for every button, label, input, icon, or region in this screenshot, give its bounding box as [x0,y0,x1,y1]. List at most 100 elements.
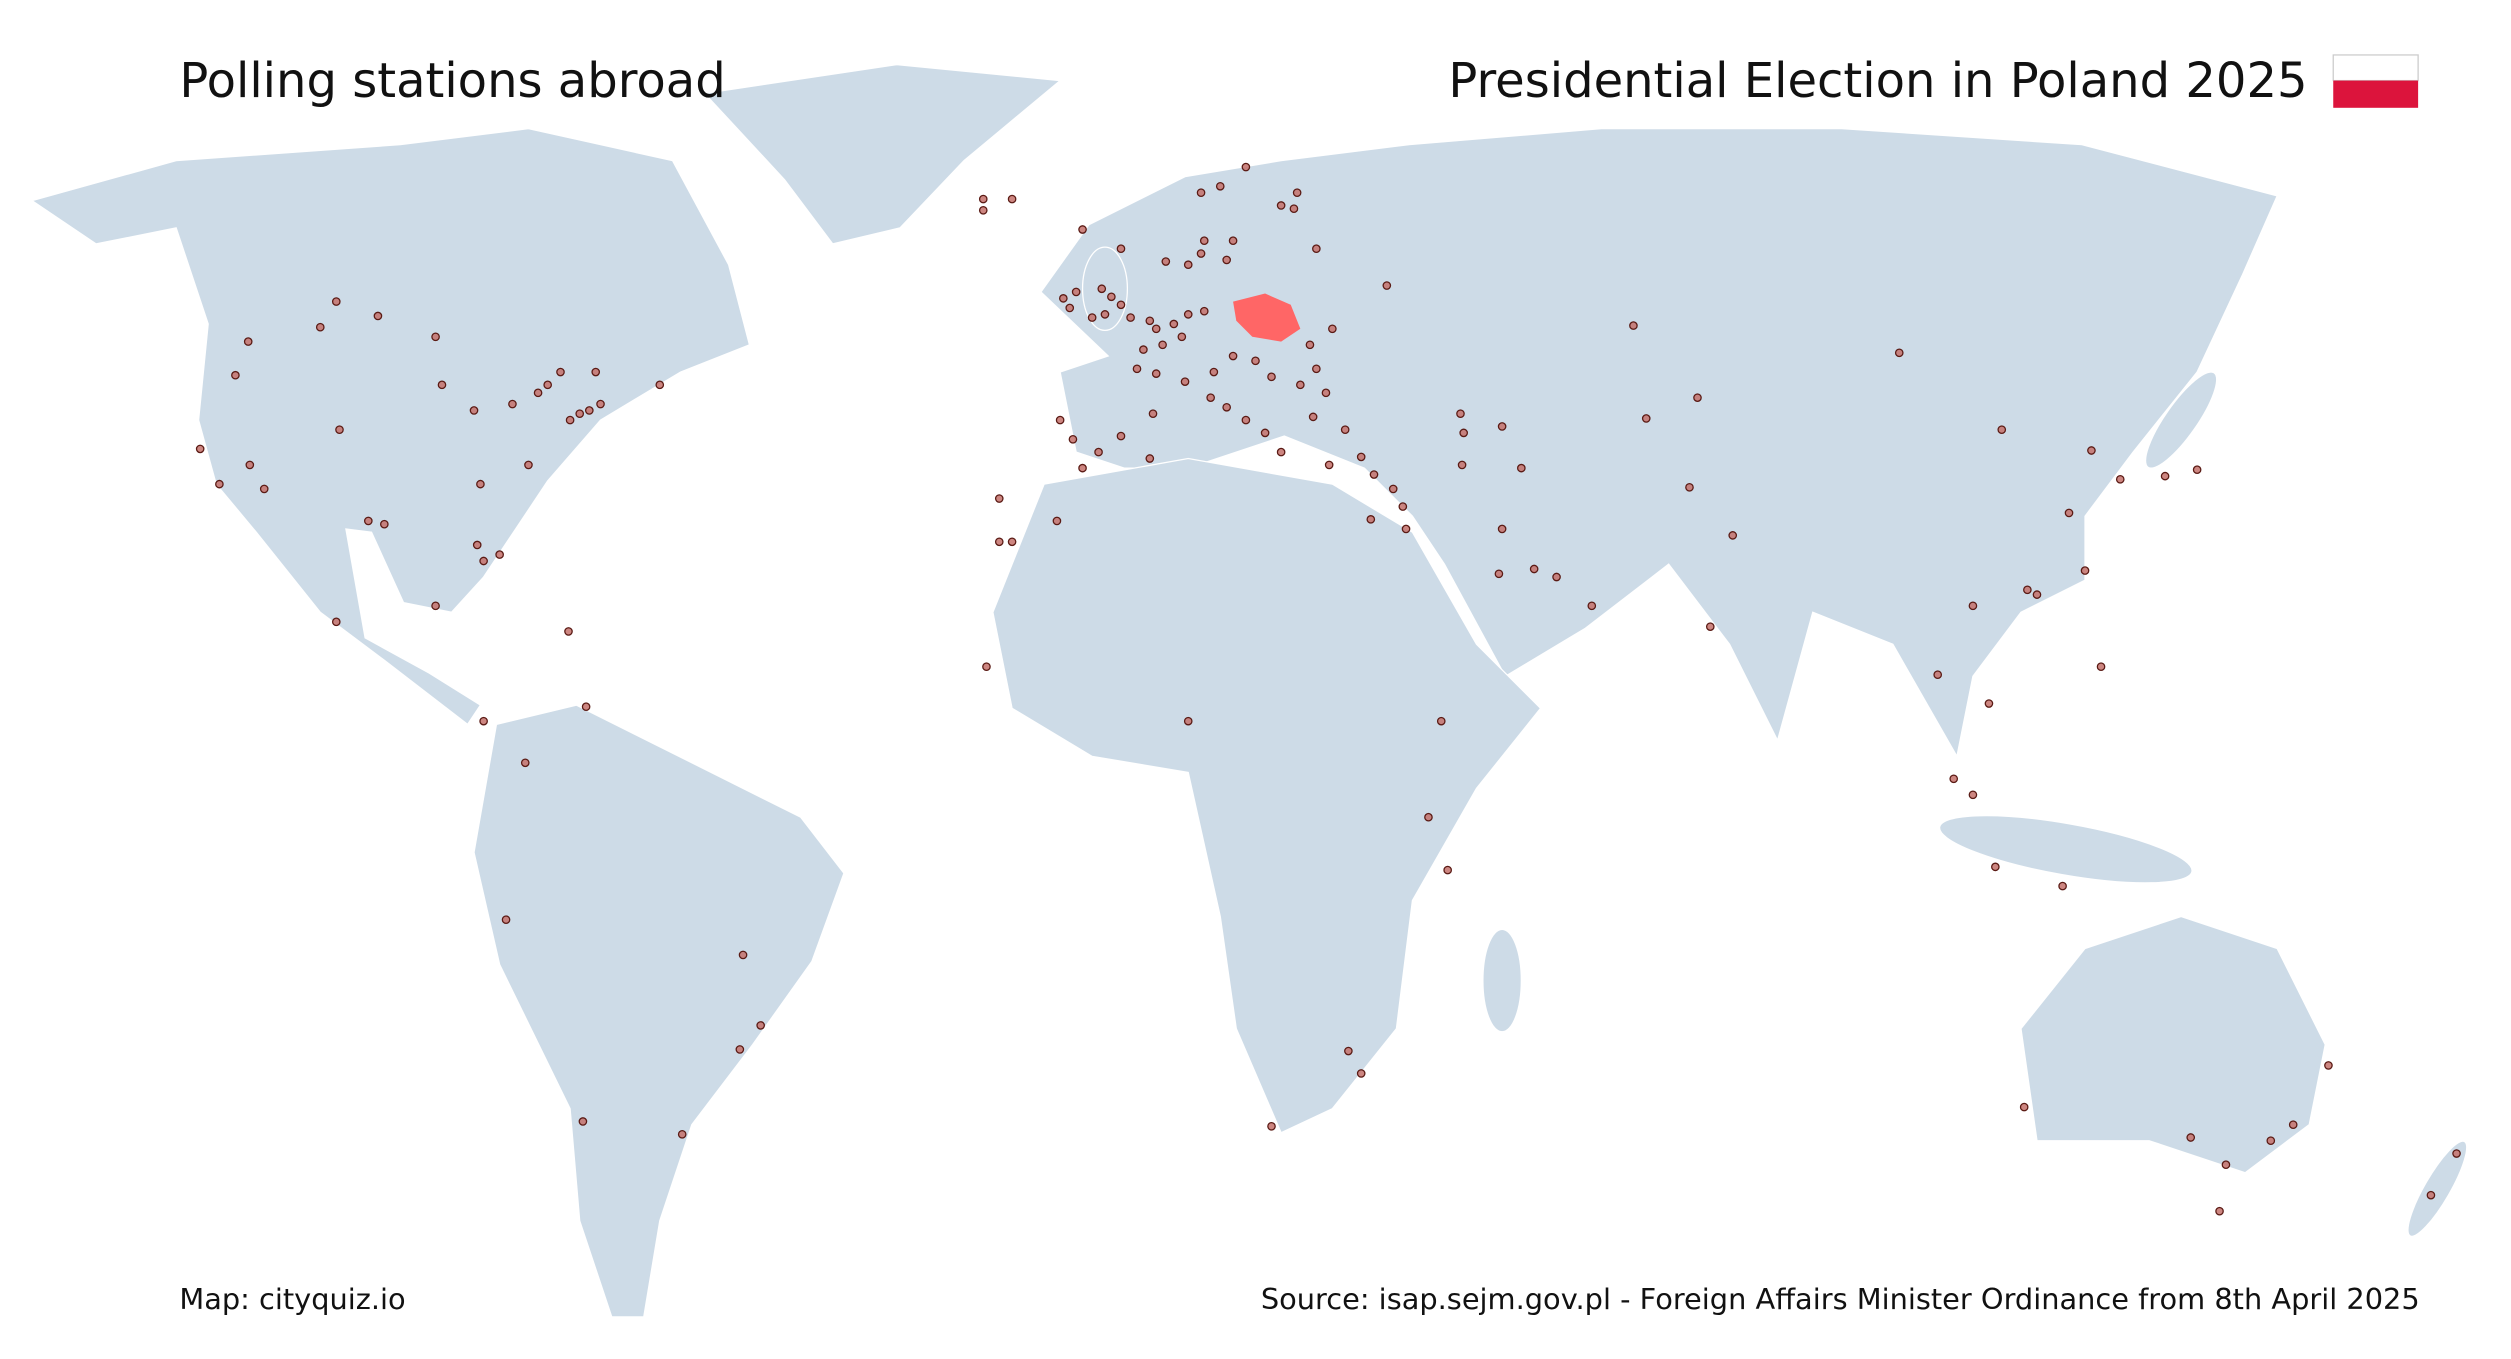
left-title: Polling stations abroad [179,53,725,109]
polling-station [584,406,594,415]
polling-station [1161,257,1171,266]
polling-station [2221,1160,2231,1170]
polling-station [1289,204,1299,214]
polling-station [1065,303,1075,313]
polling-station [1132,364,1142,374]
polling-station [1107,292,1116,302]
poland [1233,293,1301,342]
polling-station [1529,564,1539,574]
polling-station [431,332,440,342]
polling-station [2058,881,2067,891]
polling-station [1369,470,1379,479]
polling-station [2032,590,2042,599]
polling-station [1007,194,1017,204]
polling-station [472,540,482,550]
polling-station [1497,524,1507,534]
polling-station [2080,566,2090,575]
polling-station [738,950,748,960]
polling-station [1276,201,1286,210]
polling-station [2186,1133,2196,1142]
polling-station [1196,249,1206,258]
polling-station [1183,310,1193,319]
polling-station [243,337,253,346]
polling-station [2266,1136,2276,1146]
polling-station [2023,585,2032,595]
polling-station [564,627,573,636]
polling-station [1382,281,1392,290]
polling-station [1356,452,1366,462]
polling-station [1116,300,1126,310]
polling-station [578,1117,588,1126]
polling-station [1398,502,1408,511]
japan [2144,371,2218,469]
polling-station [1693,393,1702,402]
polling-station [1984,699,1994,708]
polling-station [1241,162,1251,172]
polling-station [655,380,665,390]
polling-station [437,380,447,390]
polling-station [1097,284,1107,294]
polling-station [1305,340,1315,350]
polling-station [1094,447,1103,457]
polling-station [1894,348,1904,358]
polling-station [1424,812,1433,822]
right-title: Presidential Election in Poland 2025 [1448,53,2307,109]
polling-station [1241,415,1251,425]
polling-station [1401,524,1411,534]
polling-station [1222,402,1231,412]
polling-station [1292,188,1302,197]
polling-station [1145,454,1155,463]
land [30,63,2468,1318]
polling-station [1177,332,1187,342]
polling-station [1148,409,1158,418]
polling-station [1116,431,1126,441]
polling-station [2192,465,2202,475]
polling-station [1267,1121,1276,1131]
polling-station [331,297,341,306]
polling-station [1456,409,1465,418]
polling-station [1139,345,1148,354]
polling-station [1276,447,1286,457]
polling-station [1215,181,1225,191]
polling-station [1169,319,1179,329]
polling-station [1552,572,1561,582]
polling-station [1267,372,1276,382]
polling-station [994,494,1004,503]
polling-station [1071,287,1081,297]
polling-station [2215,1206,2224,1216]
polling-station [1388,484,1398,494]
polling-station [575,409,585,418]
south-america [473,704,845,1318]
polling-station [1494,569,1504,579]
polling-station [1183,716,1193,726]
polling-station [479,716,488,726]
polling-station [373,311,383,321]
polling-station [978,205,988,215]
polling-station [735,1045,745,1054]
polling-station [1183,260,1193,270]
polling-station [215,479,224,489]
polling-station [1324,460,1334,470]
polling-station [1308,412,1318,422]
polling-station [1443,865,1452,875]
polling-station [1199,306,1209,316]
polling-station [1641,414,1651,423]
polling-station [1180,377,1190,386]
polling-station [591,367,601,377]
greenland [703,63,1062,245]
polling-station [1587,601,1597,611]
australia [2020,915,2326,1174]
polling-station [1968,790,1978,800]
polling-station [1078,225,1087,234]
polling-station [1228,236,1238,246]
polling-station [1158,340,1167,350]
polling-station [501,915,511,925]
polling-station [1206,393,1215,402]
polling-station [431,601,440,611]
polling-station [1296,380,1305,390]
polling-station [1116,244,1126,254]
polling-station [1251,356,1260,366]
polling-station [1997,425,2007,435]
